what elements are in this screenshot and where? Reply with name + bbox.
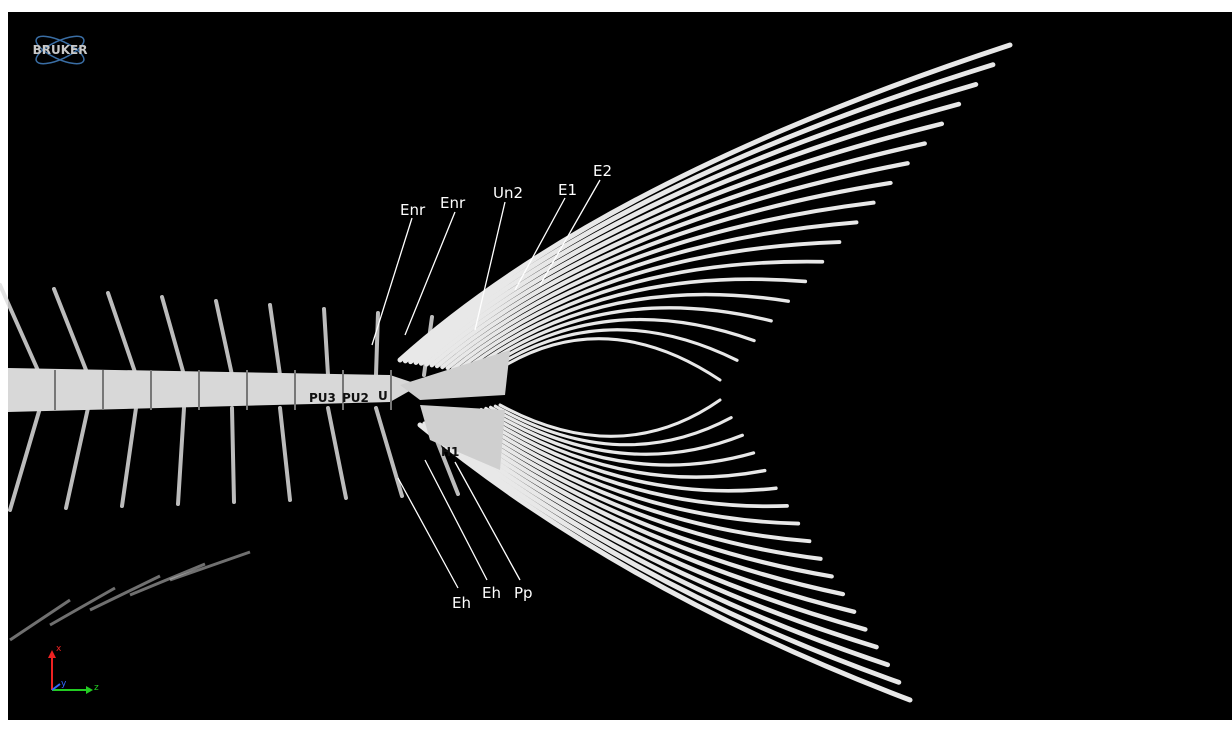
fin-ray bbox=[434, 180, 893, 369]
fin-ray bbox=[474, 409, 778, 493]
fin-ray bbox=[467, 292, 790, 374]
fin-ray bbox=[461, 277, 808, 373]
label: PU3 bbox=[309, 391, 336, 405]
fin-ray bbox=[483, 328, 739, 376]
label: PU2 bbox=[342, 391, 369, 405]
logo: BRUKER bbox=[33, 35, 88, 65]
leader-line bbox=[424, 459, 488, 581]
label: Eh bbox=[452, 594, 471, 612]
neural-spine bbox=[0, 283, 42, 377]
vertebral-column bbox=[8, 368, 420, 412]
axis-triad: x y z bbox=[48, 644, 99, 694]
fin-ray bbox=[472, 306, 773, 375]
haemal-spine bbox=[326, 406, 348, 500]
viewport bbox=[8, 12, 1232, 720]
leader-line bbox=[397, 477, 459, 589]
fin-ray bbox=[488, 405, 744, 456]
fin-ray bbox=[460, 412, 812, 544]
logo-text: BRUKER bbox=[33, 43, 88, 57]
leader-line bbox=[539, 179, 601, 286]
neural-spine bbox=[374, 311, 380, 377]
label: H1 bbox=[441, 445, 459, 459]
neural-spine bbox=[268, 303, 282, 377]
rib bbox=[49, 586, 116, 627]
neural-spine bbox=[322, 307, 330, 377]
label: Enr bbox=[400, 201, 426, 219]
neural-spine bbox=[160, 295, 186, 377]
fin-ray bbox=[417, 422, 913, 703]
axis-label: z bbox=[94, 683, 99, 693]
rib bbox=[9, 598, 71, 642]
label: Eh bbox=[482, 584, 501, 602]
fin-ray bbox=[469, 410, 789, 509]
hypural bbox=[400, 350, 510, 400]
neural-spine bbox=[214, 299, 234, 377]
label: Pp bbox=[514, 584, 533, 602]
label: E2 bbox=[593, 162, 612, 180]
fin-ray bbox=[402, 62, 996, 364]
fin-ray bbox=[477, 317, 756, 375]
fin-ray bbox=[484, 406, 756, 467]
axis-label: x bbox=[56, 644, 62, 654]
fin-ray bbox=[424, 141, 927, 367]
fin-ray bbox=[488, 337, 722, 382]
fin-ray bbox=[397, 42, 1013, 363]
fin-ray bbox=[418, 121, 945, 366]
fin-ray bbox=[465, 411, 801, 526]
haemal-spine bbox=[278, 406, 292, 502]
fin-ray bbox=[445, 220, 859, 370]
hypural bbox=[420, 405, 505, 470]
fin-ray bbox=[493, 404, 733, 447]
label: E1 bbox=[558, 181, 577, 199]
neural-spine bbox=[52, 287, 90, 377]
leader-line bbox=[454, 461, 521, 581]
fin-ray bbox=[479, 407, 767, 479]
rib bbox=[89, 574, 161, 612]
leader-line bbox=[474, 201, 506, 331]
leader-line bbox=[514, 197, 566, 291]
haemal-spine bbox=[374, 406, 404, 498]
fin-ray bbox=[451, 240, 842, 371]
neural-spine bbox=[106, 291, 138, 377]
leader-line bbox=[371, 217, 413, 346]
fin-ray bbox=[440, 200, 876, 370]
fin-ray bbox=[456, 259, 825, 372]
fin-ray bbox=[408, 82, 979, 365]
label: Un2 bbox=[493, 184, 523, 202]
fin-ray bbox=[429, 161, 910, 368]
haemal-spine bbox=[8, 406, 42, 512]
fin-ray bbox=[427, 420, 891, 668]
annotations: Enr Enr Un2 E1 E2 PU3 PU2 U H1 Eh Eh Pp bbox=[309, 162, 612, 612]
skeleton bbox=[0, 42, 1013, 703]
fin-ray bbox=[413, 101, 962, 365]
label: U bbox=[378, 389, 388, 403]
haemal-spine bbox=[120, 406, 138, 508]
fin-ray bbox=[498, 398, 722, 438]
label: Enr bbox=[440, 194, 466, 212]
haemal-spine bbox=[230, 406, 236, 504]
fin-ray bbox=[422, 421, 902, 685]
rib bbox=[169, 550, 251, 582]
haemal-spine bbox=[64, 406, 90, 510]
haemal-spine bbox=[176, 406, 186, 506]
axis-label: y bbox=[61, 679, 67, 689]
leader-line bbox=[404, 211, 456, 336]
rib bbox=[129, 562, 206, 597]
